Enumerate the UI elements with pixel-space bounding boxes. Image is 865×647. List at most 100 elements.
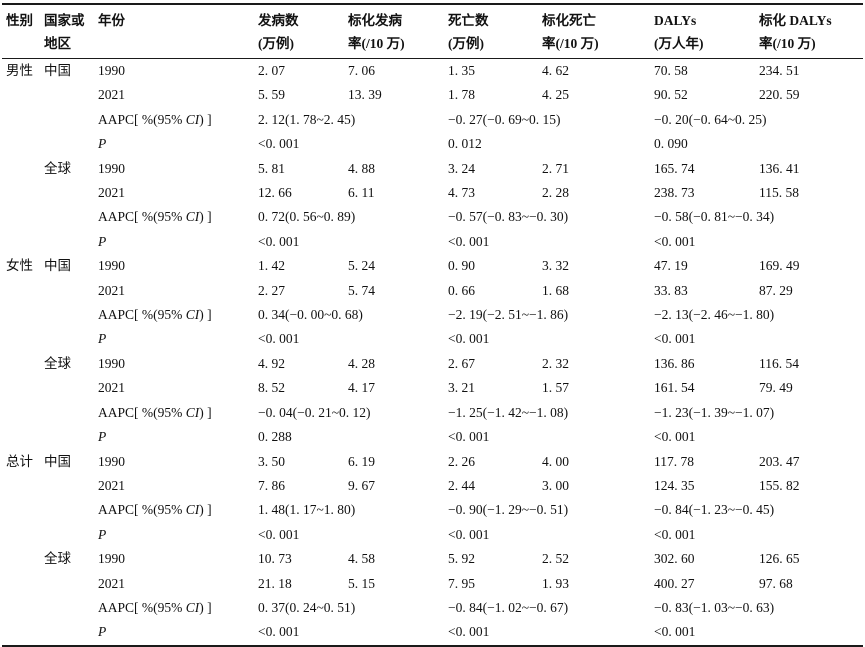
sex-cell bbox=[2, 157, 42, 181]
row-label-cell: AAPC[ %(95% CI) ] bbox=[96, 401, 256, 425]
row-label-cell: AAPC[ %(95% CI) ] bbox=[96, 303, 256, 327]
region-cell bbox=[42, 425, 96, 449]
row-label-cell: 2021 bbox=[98, 575, 125, 591]
aapc-label-post: ) ] bbox=[199, 599, 212, 615]
value-cell: <0. 001 bbox=[258, 624, 300, 640]
value-cell: 13. 39 bbox=[348, 87, 382, 103]
value-cell: −1. 23(−1. 39~−1. 07) bbox=[654, 404, 775, 420]
aapc-label-ci: CI bbox=[185, 502, 200, 518]
value-cell: 220. 59 bbox=[759, 87, 800, 103]
table-row: 2021 21. 18 5. 15 7. 95 1. 93 400. 27 97. 68 bbox=[2, 572, 863, 596]
row-label-cell: AAPC[ %(95% CI) ] bbox=[96, 108, 256, 132]
sex-cell bbox=[2, 352, 42, 376]
sex-cell: 总计 bbox=[6, 453, 33, 469]
row-label-cell: 2021 bbox=[98, 477, 125, 493]
table-row: 总计 中国 1990 3. 50 6. 19 2. 26 4. 00 117. 78 203. … bbox=[2, 450, 863, 474]
header-line-1: 标化 DALYs bbox=[759, 13, 832, 28]
aapc-label-pre: AAPC[ %(95% bbox=[98, 209, 186, 225]
value-cell: 0. 66 bbox=[448, 282, 475, 298]
value-cell: 238. 73 bbox=[654, 185, 695, 201]
table-row: 2021 12. 66 6. 11 4. 73 2. 28 238. 73 115. 58 bbox=[2, 181, 863, 205]
value-cell: 155. 82 bbox=[759, 477, 800, 493]
sex-cell bbox=[2, 498, 42, 522]
value-cell: 4. 58 bbox=[348, 551, 375, 567]
aapc-label-pre: AAPC[ %(95% bbox=[98, 307, 186, 323]
row-label-cell: AAPC[ %(95% CI) ] bbox=[96, 205, 256, 229]
value-cell: 7. 95 bbox=[448, 575, 475, 591]
sex-cell: 男性 bbox=[6, 63, 33, 78]
value-cell: 8. 52 bbox=[258, 380, 285, 396]
table-row: P <0. 001 <0. 001 <0. 001 bbox=[2, 523, 863, 547]
row-label-cell: 1990 bbox=[98, 258, 125, 274]
value-cell: 302. 60 bbox=[654, 551, 695, 567]
row-label-cell: P bbox=[96, 523, 256, 547]
value-cell: 0. 090 bbox=[654, 136, 688, 152]
table-row: 全球 1990 4. 92 4. 28 2. 67 2. 32 136. 86 116. 54 bbox=[2, 352, 863, 376]
sex-cell bbox=[2, 620, 42, 645]
p-label: P bbox=[98, 136, 107, 152]
table-row: AAPC[ %(95% CI) ] 0. 72(0. 56~0. 89) −0. 5… bbox=[2, 205, 863, 229]
value-cell: 126. 65 bbox=[759, 551, 800, 567]
p-label: P bbox=[98, 526, 107, 542]
value-cell: 1. 78 bbox=[448, 87, 475, 103]
aapc-label-ci: CI bbox=[185, 404, 200, 420]
aapc-label-post: ) ] bbox=[199, 307, 212, 323]
value-cell: 5. 24 bbox=[348, 258, 375, 274]
value-cell: 2. 28 bbox=[542, 185, 569, 201]
table-row: 2021 8. 52 4. 17 3. 21 1. 57 161. 54 79. 49 bbox=[2, 376, 863, 400]
sex-cell bbox=[2, 83, 42, 107]
sex-cell bbox=[2, 279, 42, 303]
region-cell bbox=[42, 572, 96, 596]
table-row: 2021 5. 59 13. 39 1. 78 4. 25 90. 52 220. 59 bbox=[2, 83, 863, 107]
value-cell: <0. 001 bbox=[654, 429, 696, 445]
header-line-1: 发病数 bbox=[258, 13, 299, 28]
value-cell: 2. 32 bbox=[542, 355, 569, 371]
value-cell: 400. 27 bbox=[654, 575, 695, 591]
row-label-cell: AAPC[ %(95% CI) ] bbox=[96, 498, 256, 522]
value-cell: 2. 26 bbox=[448, 453, 475, 469]
region-cell: 全球 bbox=[44, 551, 71, 567]
row-label-cell: 2021 bbox=[98, 380, 125, 396]
value-cell: −0. 84(−1. 23~−0. 45) bbox=[654, 502, 775, 518]
value-cell: 1. 35 bbox=[448, 63, 475, 78]
table-row: AAPC[ %(95% CI) ] 2. 12(1. 78~2. 45) −0. 2… bbox=[2, 108, 863, 132]
region-cell bbox=[42, 401, 96, 425]
region-cell: 全球 bbox=[44, 160, 71, 176]
value-cell: 97. 68 bbox=[759, 575, 793, 591]
row-label-cell: 2021 bbox=[98, 87, 125, 103]
value-cell: 203. 47 bbox=[759, 453, 800, 469]
aapc-label-ci: CI bbox=[185, 209, 200, 225]
p-label: P bbox=[98, 429, 107, 445]
aapc-label-ci: CI bbox=[185, 599, 200, 615]
table-row: AAPC[ %(95% CI) ] −0. 04(−0. 21~0. 12) −1.… bbox=[2, 401, 863, 425]
aapc-label-pre: AAPC[ %(95% bbox=[98, 599, 186, 615]
column-header-7: DALYs (万人年) bbox=[652, 4, 757, 59]
row-label-cell: 2021 bbox=[98, 282, 125, 298]
aapc-label-pre: AAPC[ %(95% bbox=[98, 111, 186, 127]
value-cell: 169. 49 bbox=[759, 258, 800, 274]
value-cell: 5. 59 bbox=[258, 87, 285, 103]
table-row: P <0. 001 0. 012 0. 090 bbox=[2, 132, 863, 156]
row-label-cell: P bbox=[96, 230, 256, 254]
value-cell: 10. 73 bbox=[258, 551, 292, 567]
p-label: P bbox=[98, 233, 107, 249]
row-label-cell: P bbox=[96, 620, 256, 645]
sex-cell bbox=[2, 108, 42, 132]
row-label-cell: P bbox=[96, 425, 256, 449]
column-header-4: 标化发病率(/10 万) bbox=[346, 4, 446, 59]
value-cell: −0. 58(−0. 81~−0. 34) bbox=[654, 209, 775, 225]
header-line-1: 国家或 bbox=[44, 13, 85, 28]
value-cell: 0. 012 bbox=[448, 136, 482, 152]
header-line-2: (万例) bbox=[448, 36, 484, 51]
sex-cell bbox=[2, 547, 42, 571]
column-header-8: 标化 DALYs 率(/10 万) bbox=[757, 4, 863, 59]
header-line-2: 率(/10 万) bbox=[348, 36, 405, 51]
region-cell bbox=[42, 181, 96, 205]
value-cell: −0. 04(−0. 21~0. 12) bbox=[258, 404, 371, 420]
value-cell: 4. 88 bbox=[348, 160, 375, 176]
table-row: P <0. 001 <0. 001 <0. 001 bbox=[2, 230, 863, 254]
value-cell: 4. 73 bbox=[448, 185, 475, 201]
column-header-1: 国家或 地区 bbox=[42, 4, 96, 59]
row-label-cell: 2021 bbox=[98, 185, 125, 201]
header-line-1: 标化发病 bbox=[348, 13, 402, 28]
